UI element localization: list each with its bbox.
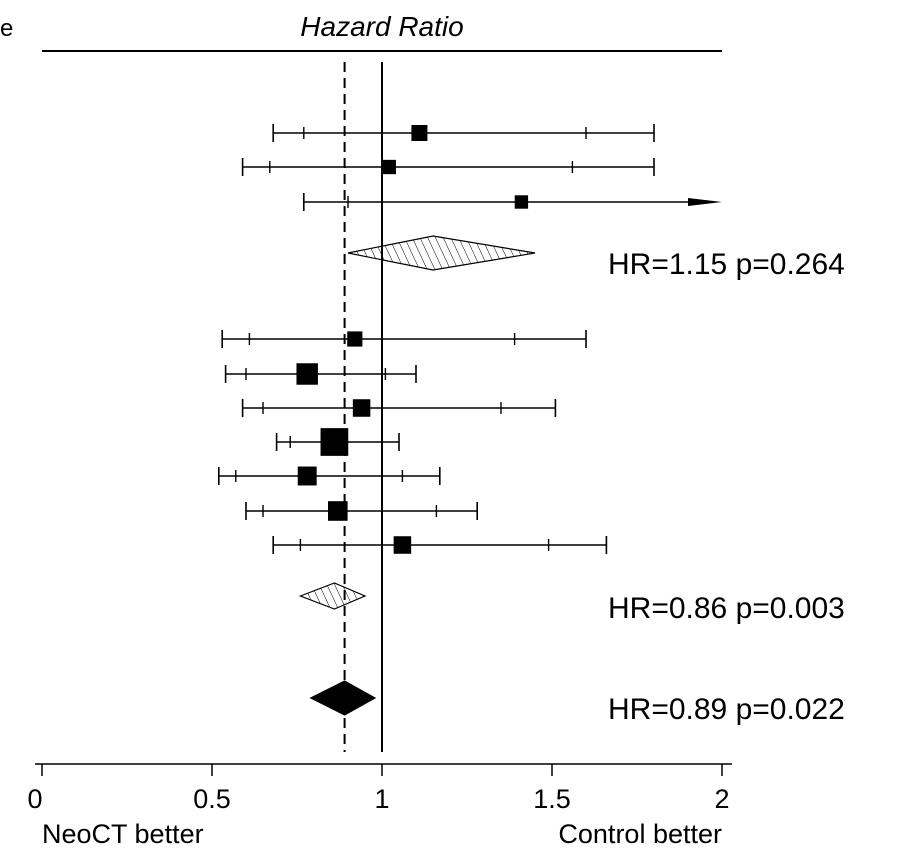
pooled-diamond-1 [347, 235, 536, 271]
study-2-2-point [296, 363, 318, 385]
right-side-label: Control better [558, 819, 722, 849]
study-1-3-ci-arrow [688, 198, 722, 206]
pooled-diamond-2 [298, 582, 367, 610]
x-tick-label-4: 2 [714, 784, 729, 814]
x-tick-label-3: 1.5 [533, 784, 571, 814]
study-2-3-point [352, 399, 371, 417]
panel-letter: e [0, 15, 13, 42]
x-tick-label-0: 0 [27, 784, 42, 814]
chart-title: Hazard Ratio [300, 11, 463, 42]
study-1-3-point [514, 195, 529, 209]
x-tick-label-1: 0.5 [193, 784, 231, 814]
study-2-4-point [320, 428, 349, 456]
study-2-7-point [393, 536, 412, 554]
study-2-6-point [328, 501, 348, 521]
study-1-1-point [411, 125, 428, 141]
chart-marks: HR=1.15 p=0.264 HR=0.86 p=0.003 HR=0.89 p=… [27, 62, 845, 814]
overall-diamond [309, 680, 377, 716]
summary-label-1: HR=1.15 p=0.264 [608, 248, 845, 281]
study-2-1-point [347, 331, 363, 347]
x-tick-label-2: 1 [374, 784, 389, 814]
summary-label-overall: HR=0.89 p=0.022 [608, 693, 845, 726]
study-1-2-point [381, 159, 396, 175]
study-2-5-point [297, 466, 317, 486]
summary-label-2: HR=0.86 p=0.003 [608, 592, 845, 625]
left-side-label: NeoCT better [42, 819, 204, 849]
